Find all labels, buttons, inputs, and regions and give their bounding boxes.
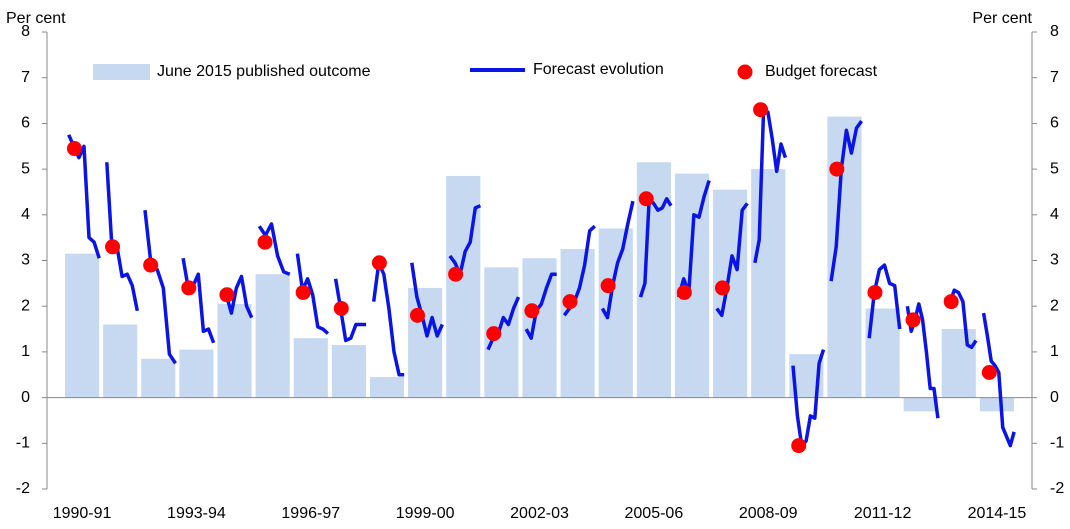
budget-dot	[867, 284, 883, 300]
bar	[255, 274, 290, 398]
bar	[179, 349, 214, 398]
y-tick-label: 6	[21, 115, 30, 132]
x-tick-label: 1999-00	[396, 505, 455, 522]
bar	[65, 253, 100, 398]
forecast-line	[753, 107, 788, 264]
bar	[141, 358, 176, 398]
legend-swatch	[737, 64, 753, 80]
forecast-line	[371, 261, 405, 377]
y2-tick-label: 2	[1050, 297, 1059, 314]
bar	[979, 397, 1014, 412]
budget-dot	[791, 438, 807, 454]
forecast-line	[981, 312, 1016, 448]
y2-tick-label: 5	[1050, 160, 1059, 177]
budget-dot	[753, 102, 769, 118]
y2-tick-label: -1	[1050, 435, 1064, 452]
bar	[103, 324, 138, 398]
budget-dot	[676, 284, 692, 300]
budget-dot	[600, 278, 616, 294]
y-tick-label: 2	[21, 297, 30, 314]
y2-tick-label: 4	[1050, 206, 1059, 223]
bar	[408, 287, 443, 398]
budget-dot	[562, 294, 578, 310]
y-tick-label: 5	[21, 160, 30, 177]
bar	[827, 116, 862, 398]
budget-dot	[448, 266, 464, 282]
bar	[293, 338, 328, 398]
y2-axis-label: Per cent	[972, 10, 1032, 27]
x-tick-label: 2002-03	[510, 505, 569, 522]
x-tick-label: 2008-09	[739, 505, 798, 522]
bar	[369, 377, 405, 398]
budget-dot	[181, 280, 197, 296]
x-tick-label: 1993-94	[167, 505, 226, 522]
budget-dot	[143, 257, 159, 273]
y2-tick-label: 7	[1050, 69, 1059, 86]
bar	[751, 169, 786, 398]
budget-dot	[410, 307, 426, 323]
x-tick-label: 2014-15	[968, 505, 1027, 522]
y-tick-label: 3	[21, 252, 30, 269]
y-axis-label: Per cent	[6, 10, 66, 27]
y2-tick-label: 6	[1050, 115, 1059, 132]
x-tick-label: 2005-06	[625, 505, 684, 522]
forecast-line	[257, 222, 291, 276]
y-tick-label: -2	[16, 480, 30, 497]
budget-dot	[714, 280, 730, 296]
budget-dot	[524, 303, 540, 319]
legend-label: June 2015 published outcome	[157, 63, 371, 80]
forecast-line	[143, 210, 177, 365]
budget-dot	[105, 239, 121, 255]
forecast-line	[524, 272, 557, 340]
forecast-line	[829, 120, 864, 282]
budget-dot	[981, 364, 997, 380]
x-tick-label: 2011-12	[854, 505, 912, 522]
y2-tick-label: -2	[1050, 480, 1064, 497]
budget-dot	[486, 326, 502, 342]
bar	[560, 249, 595, 398]
budget-dot	[66, 141, 82, 157]
forecast-line	[448, 204, 482, 276]
y2-tick-label: 3	[1050, 252, 1059, 269]
forecast-line	[791, 349, 826, 448]
budget-dot	[943, 294, 959, 310]
y-tick-label: 0	[21, 389, 30, 406]
forecast-line	[105, 162, 140, 312]
y-tick-label: 7	[21, 69, 30, 86]
legend-swatch	[93, 64, 150, 80]
bar	[903, 397, 938, 412]
x-tick-label: 1996-97	[281, 505, 340, 522]
bar	[331, 345, 366, 398]
y-tick-label: 4	[21, 206, 30, 223]
budget-dot	[257, 234, 273, 250]
budget-dot	[371, 255, 387, 271]
budget-dot	[333, 300, 349, 316]
forecast-line	[638, 197, 673, 298]
y2-tick-label: 0	[1050, 389, 1059, 406]
budget-dot	[219, 287, 235, 303]
forecast-line	[600, 200, 635, 320]
y2-tick-label: 1	[1050, 343, 1059, 360]
bar	[941, 329, 976, 398]
x-tick-label: 1990-91	[53, 505, 112, 522]
y-tick-label: -1	[16, 435, 30, 452]
legend-label: Budget forecast	[765, 63, 878, 80]
forecast-line	[905, 302, 940, 419]
forecast-line	[410, 262, 444, 338]
legend-label: Forecast evolution	[533, 61, 664, 78]
bar	[522, 258, 557, 398]
bar	[217, 303, 252, 398]
budget-dot	[295, 284, 311, 300]
budget-dot	[905, 312, 921, 328]
y-tick-label: 8	[21, 23, 30, 40]
forecast-line	[181, 257, 216, 344]
forecast-line	[715, 202, 749, 318]
budget-dot	[829, 161, 845, 177]
budget-dot	[638, 191, 654, 207]
y-tick-label: 1	[21, 343, 30, 360]
y2-tick-label: 8	[1050, 23, 1059, 40]
forecast-line	[676, 179, 711, 298]
